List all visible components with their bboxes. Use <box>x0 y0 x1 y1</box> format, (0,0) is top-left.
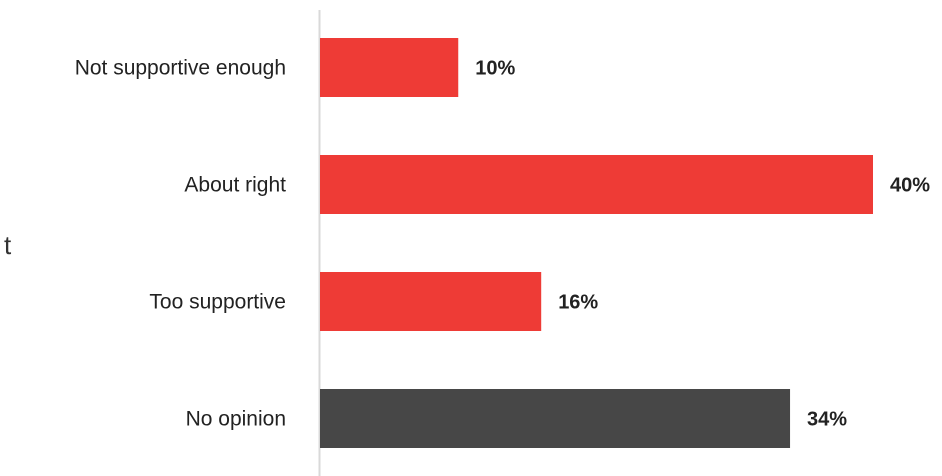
category-label: About right <box>184 174 286 197</box>
bars-group: Not supportive enough 10% About right 40% To… <box>75 38 930 448</box>
value-label: 34% <box>807 409 847 431</box>
bar-too-supportive <box>320 272 542 331</box>
category-label: Too supportive <box>149 291 286 314</box>
bar-no-opinion <box>320 389 791 448</box>
bar-about-right <box>320 155 873 214</box>
value-label: 10% <box>475 58 515 80</box>
bar-not-supportive-enough <box>320 38 459 97</box>
category-label: No opinion <box>186 408 286 431</box>
value-label: 40% <box>890 175 930 197</box>
category-label: Not supportive enough <box>75 57 286 80</box>
value-label: 16% <box>558 292 598 314</box>
cropped-text-fragment: t <box>4 230 12 260</box>
